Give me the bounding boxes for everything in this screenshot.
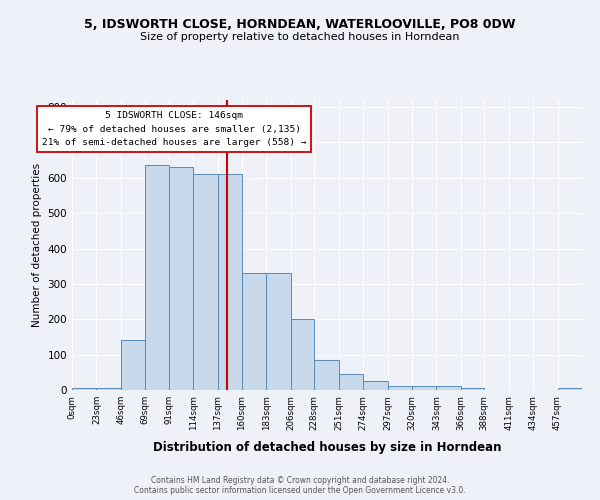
Bar: [314, 360, 338, 390]
Bar: [557, 388, 582, 390]
Text: Distribution of detached houses by size in Horndean: Distribution of detached houses by size …: [153, 441, 501, 454]
Bar: [461, 388, 484, 390]
Y-axis label: Number of detached properties: Number of detached properties: [32, 163, 42, 327]
Bar: [363, 381, 388, 390]
Text: 5 IDSWORTH CLOSE: 146sqm
← 79% of detached houses are smaller (2,135)
21% of sem: 5 IDSWORTH CLOSE: 146sqm ← 79% of detach…: [42, 110, 306, 148]
Bar: [72, 388, 97, 390]
Bar: [242, 274, 266, 390]
Text: 5, IDSWORTH CLOSE, HORNDEAN, WATERLOOVILLE, PO8 0DW: 5, IDSWORTH CLOSE, HORNDEAN, WATERLOOVIL…: [84, 18, 516, 30]
Bar: [436, 386, 461, 390]
Bar: [97, 388, 121, 390]
Bar: [291, 320, 314, 390]
Bar: [266, 274, 291, 390]
Text: Contains HM Land Registry data © Crown copyright and database right 2024.: Contains HM Land Registry data © Crown c…: [151, 476, 449, 485]
Bar: [169, 167, 193, 390]
Bar: [338, 374, 363, 390]
Bar: [145, 166, 169, 390]
Text: Contains public sector information licensed under the Open Government Licence v3: Contains public sector information licen…: [134, 486, 466, 495]
Bar: [193, 174, 218, 390]
Bar: [412, 386, 436, 390]
Bar: [121, 340, 145, 390]
Bar: [218, 174, 242, 390]
Text: Size of property relative to detached houses in Horndean: Size of property relative to detached ho…: [140, 32, 460, 42]
Bar: [388, 386, 412, 390]
